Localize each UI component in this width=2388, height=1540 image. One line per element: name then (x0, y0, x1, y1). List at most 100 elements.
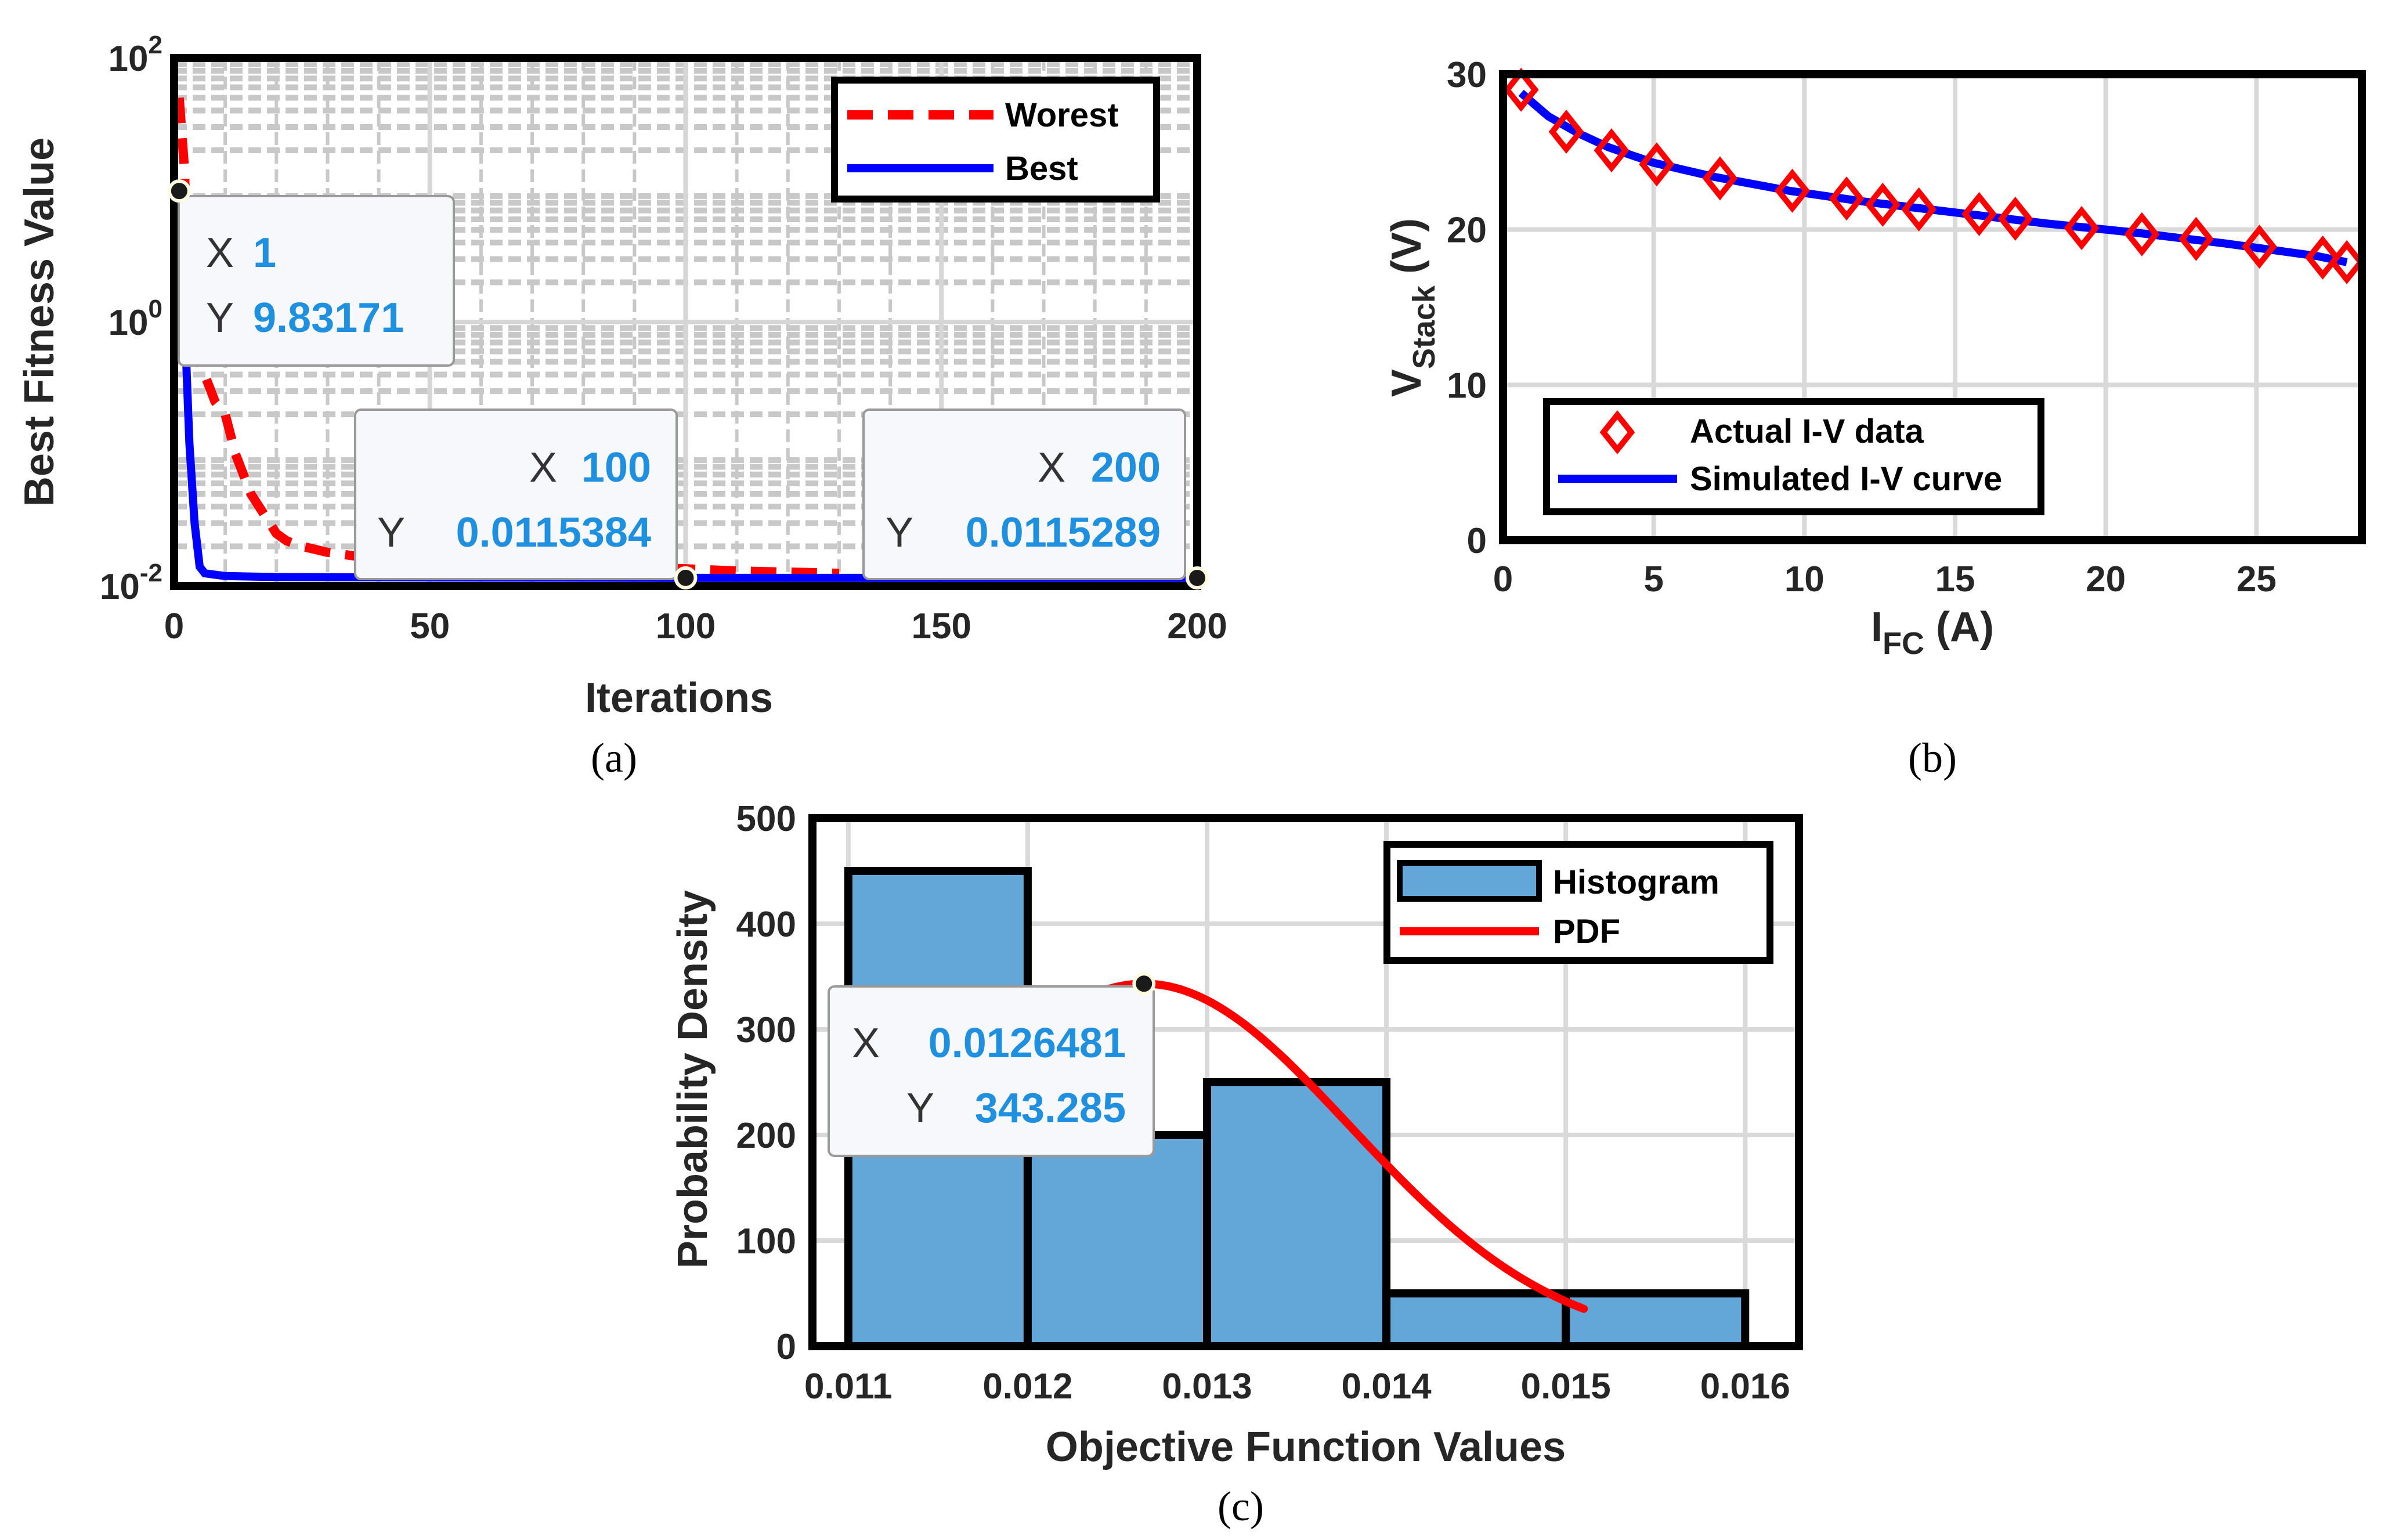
chart-a-ylabel: Best Fitness Value (16, 138, 63, 507)
chart-c-caption: (c) (1218, 1483, 1264, 1530)
chart-b-y-tick-label: 30 (1447, 55, 1487, 95)
chart-b-data-point (1775, 168, 1810, 213)
chart-c-y-tick-labels: 0 100 200 300 400 500 (736, 799, 796, 1367)
chart-c-y-tick-label: 500 (736, 799, 796, 839)
chart-b-plot-border (1499, 70, 2366, 544)
chart-b-data-point (1503, 67, 1539, 112)
chart-c-histogram-bar (1562, 1289, 1750, 1350)
chart-b-data-point (1702, 156, 1738, 201)
chart-b-xlabel-main: I (1871, 604, 1883, 650)
chart-b-legend-simulated: Simulated I-V curve (1690, 460, 2002, 498)
chart-a-datatip-2-x-key: X (529, 444, 557, 491)
chart-a-datatip-1-y-key: Y (206, 295, 234, 341)
chart-c-datatip-dot (1132, 972, 1156, 996)
chart-c-x-tick-label: 0.013 (1162, 1367, 1252, 1407)
chart-b-xlabel-unit: (A) (1924, 604, 1994, 650)
chart-a-y-tick-label: 10-2 (100, 559, 162, 607)
chart-c-x-tick-label: 0.011 (804, 1367, 893, 1407)
chart-a-y-tick-base: 10 (109, 303, 149, 343)
chart-c-x-tick-label: 0.016 (1700, 1367, 1790, 1407)
chart-b-data-point (1961, 191, 1997, 236)
chart-c-y-tick-label: 300 (736, 1010, 796, 1050)
chart-b-x-tick-label: 20 (2086, 559, 2126, 599)
chart-a-legend-worest: Worest (1005, 96, 1119, 134)
chart-a-x-tick-label: 100 (656, 606, 716, 646)
chart-a-x-tick-label: 150 (912, 606, 971, 646)
chart-a-datatip-2-x-value: 100 (581, 444, 651, 491)
chart-b-y-tick-label: 10 (1447, 366, 1487, 406)
chart-b-data-point (1901, 187, 1937, 232)
chart-b-ylabel: VStack (V) (1383, 218, 1442, 397)
chart-b-xlabel: IFC (A) (1871, 604, 1994, 661)
chart-c-datatip[interactable]: X 0.0126481 Y 343.285 (828, 985, 1155, 1157)
chart-c-histogram-bar (1023, 1131, 1211, 1350)
chart-a-datatip-3-y-key: Y (886, 509, 913, 556)
chart-b-x-tick-label: 0 (1493, 559, 1513, 599)
chart-c-datatip-x-value: 0.0126481 (929, 1020, 1126, 1067)
chart-b-data-point (1594, 128, 1630, 173)
chart-b-data-point (1829, 176, 1865, 221)
chart-a-datatip-3-y-value: 0.0115289 (966, 509, 1161, 556)
chart-a-datatip-2-y-key: Y (377, 509, 405, 556)
chart-c-y-tick-label: 100 (736, 1221, 796, 1261)
chart-b-data-point (2064, 205, 2100, 250)
chart-b-ylabel-unit: (V) (1383, 218, 1430, 285)
chart-a-datatip-marker (1186, 566, 1209, 590)
chart-b-x-tick-label: 25 (2237, 559, 2277, 599)
chart-a-datatip-1[interactable]: X 1 Y 9.83171 (178, 195, 455, 367)
chart-c-x-tick-label: 0.012 (982, 1367, 1072, 1407)
chart-b-data-point (2305, 235, 2340, 280)
chart-b-y-tick-labels: 0 10 20 30 (1447, 55, 1487, 561)
chart-b-y-tick-label: 20 (1447, 211, 1487, 251)
chart-c-legend: Histogram PDF (1383, 841, 1773, 964)
chart-b-y-tick-label: 0 (1467, 521, 1487, 561)
chart-a-datatip-marker (167, 179, 191, 203)
chart-a-datatip-2-y-value: 0.0115384 (456, 509, 651, 556)
chart-b-legend-actual: Actual I-V data (1690, 413, 1924, 450)
chart-a-x-tick-label: 200 (1167, 606, 1227, 646)
chart-b-x-tick-label: 10 (1784, 559, 1825, 599)
chart-a-datatip-3[interactable]: X 200 Y 0.0115289 (862, 409, 1186, 580)
chart-b-data-point (2124, 212, 2160, 256)
chart-c-x-tick-label: 0.015 (1521, 1367, 1611, 1407)
chart-a-y-tick-exponent: 0 (149, 295, 162, 323)
chart-a-caption: (a) (591, 735, 637, 781)
chart-b-x-tick-labels: 0 5 10 15 20 25 (1493, 559, 2277, 599)
chart-b-ylabel-main: V (1383, 369, 1430, 397)
chart-c-datatip-y-key: Y (906, 1085, 934, 1131)
chart-c: 0.011 0.012 0.013 0.014 0.015 0.016 0 100 200 30… (670, 799, 1803, 1530)
chart-c-datatip-x-key: X (852, 1020, 880, 1067)
chart-a-x-tick-label: 50 (410, 606, 450, 646)
chart-b-data-point (1639, 142, 1675, 187)
chart-b-data-point (2242, 225, 2277, 269)
chart-b-data-point (1997, 196, 2033, 241)
chart-a-y-tick-exponent: 2 (149, 31, 162, 59)
chart-a-x-tick-labels: 0 50 100 150 200 (164, 606, 1227, 646)
chart-b-ylabel-sub: Stack (1407, 285, 1442, 369)
chart-c-y-tick-label: 200 (736, 1116, 796, 1156)
chart-a-datatip-1-x-value: 1 (253, 230, 276, 276)
chart-b-data-point (2178, 216, 2214, 261)
chart-a-datatip-1-y-value: 9.83171 (253, 295, 404, 341)
chart-c-legend-histogram-swatch (1397, 860, 1542, 902)
chart-a-datatip-2[interactable]: X 100 Y 0.0115384 (354, 409, 678, 580)
chart-c-y-tick-label: 0 (776, 1327, 796, 1367)
chart-c-plot-border (808, 814, 1803, 1350)
chart-c-legend-histogram: Histogram (1553, 863, 1719, 901)
chart-c-histogram-bar (1203, 1078, 1391, 1350)
chart-a-legend: Worest Best (831, 77, 1160, 203)
chart-b-legend: Actual I-V data Simulated I-V curve (1543, 398, 2044, 515)
chart-b-legend-diamond-swatch (1599, 410, 1635, 455)
chart-b-data-point (1548, 110, 1584, 154)
chart-a-datatip-3-x-key: X (1038, 444, 1065, 491)
chart-a-y-tick-base: 10 (100, 567, 140, 607)
chart-a-datatip-marker (674, 566, 698, 590)
chart-b-data-point (2329, 240, 2365, 284)
chart-b-data-point (1865, 182, 1901, 227)
chart-b-x-tick-label: 5 (1643, 559, 1663, 599)
chart-a-datatip-1-x-key: X (206, 230, 234, 276)
chart-a-legend-best: Best (1005, 150, 1078, 187)
